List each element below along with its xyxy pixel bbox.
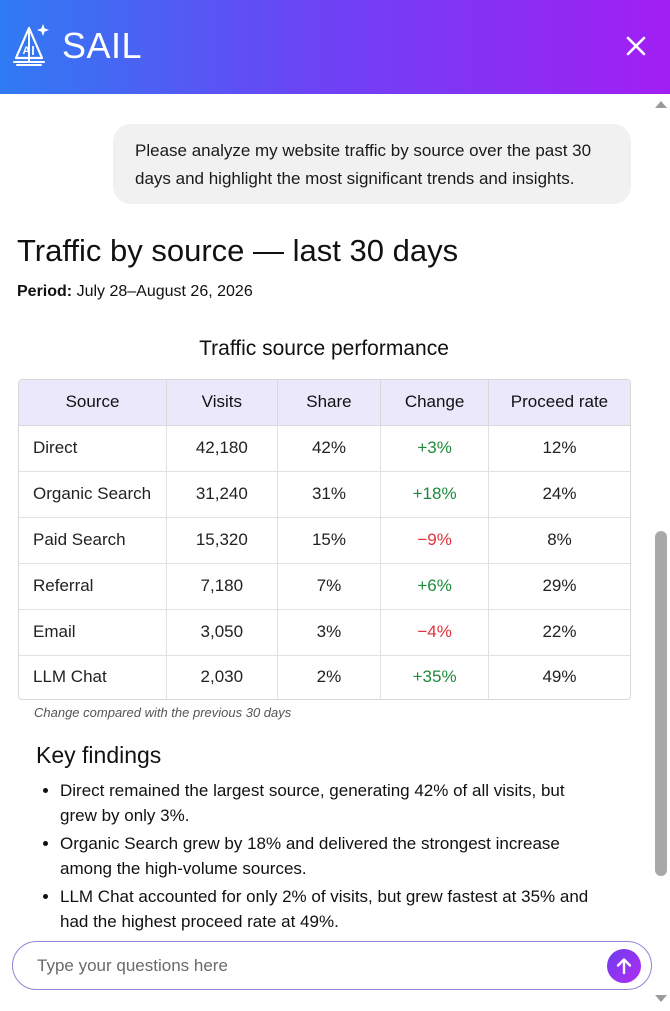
cell-visits: 2,030 (166, 655, 278, 699)
finding-item: LLM Chat accounted for only 2% of visits… (60, 884, 596, 934)
cell-visits: 7,180 (166, 563, 278, 610)
arrow-up-icon (616, 958, 632, 975)
cell-visits: 3,050 (166, 609, 278, 656)
close-icon[interactable] (618, 28, 654, 64)
table-header-row: Source Visits Share Change Proceed rate (19, 380, 630, 426)
cell-source: Direct (19, 425, 168, 472)
cell-visits: 31,240 (166, 471, 278, 518)
chat-input-bar (12, 941, 652, 990)
cell-proceed-rate: 8% (488, 517, 630, 564)
cell-proceed-rate: 49% (542, 667, 577, 687)
cell-share: 42% (277, 425, 382, 472)
cell-source: Referral (19, 563, 168, 610)
scrollbar-thumb[interactable] (655, 531, 667, 876)
table-row: Direct 42,180 42% +3% 12% (19, 425, 630, 472)
cell-share: 31% (277, 471, 382, 518)
cell-source: Email (19, 609, 168, 656)
cell-change: +3% (380, 425, 489, 472)
scroll-up-arrow-icon[interactable] (655, 101, 667, 108)
finding-item: Organic Search grew by 18% and delivered… (60, 831, 596, 881)
finding-item: Direct remained the largest source, gene… (60, 778, 596, 828)
chat-content[interactable]: Please analyze my website traffic by sou… (0, 94, 652, 934)
table-row: LLM Chat 2,030 2% +35% 49% (19, 655, 630, 699)
column-header-change: Change (380, 380, 489, 426)
question-input[interactable] (35, 952, 595, 980)
cell-share: 2% (277, 655, 382, 699)
table-note: Change compared with the previous 30 day… (34, 705, 292, 720)
column-header-source: Source (19, 380, 168, 426)
cell-change: +6% (380, 563, 489, 610)
cell-share: 15% (277, 517, 382, 564)
user-message-bubble: Please analyze my website traffic by sou… (113, 124, 631, 204)
findings-list: Direct remained the largest source, gene… (36, 778, 596, 934)
cell-change: +35% (380, 655, 489, 699)
column-header-share: Share (277, 380, 382, 426)
app-header: A SAIL (0, 0, 670, 94)
cell-change: +18% (380, 471, 489, 518)
sailboat-ai-icon: A (13, 24, 49, 66)
cell-source: Paid Search (19, 517, 168, 564)
column-header-proceed-rate: Proceed rate (488, 380, 630, 426)
table-row: Referral 7,180 7% +6% 29% (19, 563, 630, 610)
findings-title: Key findings (36, 742, 162, 768)
table-row: Paid Search 15,320 15% −9% 8% (19, 517, 630, 564)
cell-source: LLM Chat (19, 655, 168, 699)
send-button[interactable] (607, 949, 641, 983)
table-row: Organic Search 31,240 31% +18% 24% (19, 471, 630, 518)
scroll-down-arrow-icon[interactable] (655, 995, 667, 1002)
period-value: July 28–August 26, 2026 (76, 283, 253, 300)
cell-share: 7% (277, 563, 382, 610)
cell-proceed-rate: 24% (488, 471, 630, 518)
cell-change: −9% (380, 517, 489, 564)
cell-proceed-rate: 12% (488, 425, 630, 472)
table-title: Traffic source performance (199, 337, 449, 360)
brand-name: SAIL (62, 25, 143, 66)
cell-source: Organic Search (19, 471, 168, 518)
report-period: Period: July 28–August 26, 2026 (17, 281, 253, 303)
cell-visits: 15,320 (166, 517, 278, 564)
cell-proceed-rate: 22% (488, 609, 630, 656)
svg-text:A: A (23, 45, 31, 57)
traffic-table: Source Visits Share Change Proceed rate … (18, 379, 631, 700)
cell-share: 3% (277, 609, 382, 656)
table-row: Email 3,050 3% −4% 22% (19, 609, 630, 656)
report-title: Traffic by source — last 30 days (17, 233, 459, 268)
cell-proceed-rate: 29% (488, 563, 630, 610)
period-label: Period: (17, 283, 73, 300)
column-header-visits: Visits (166, 380, 278, 426)
cell-change: −4% (380, 609, 489, 656)
cell-visits: 42,180 (166, 425, 278, 472)
